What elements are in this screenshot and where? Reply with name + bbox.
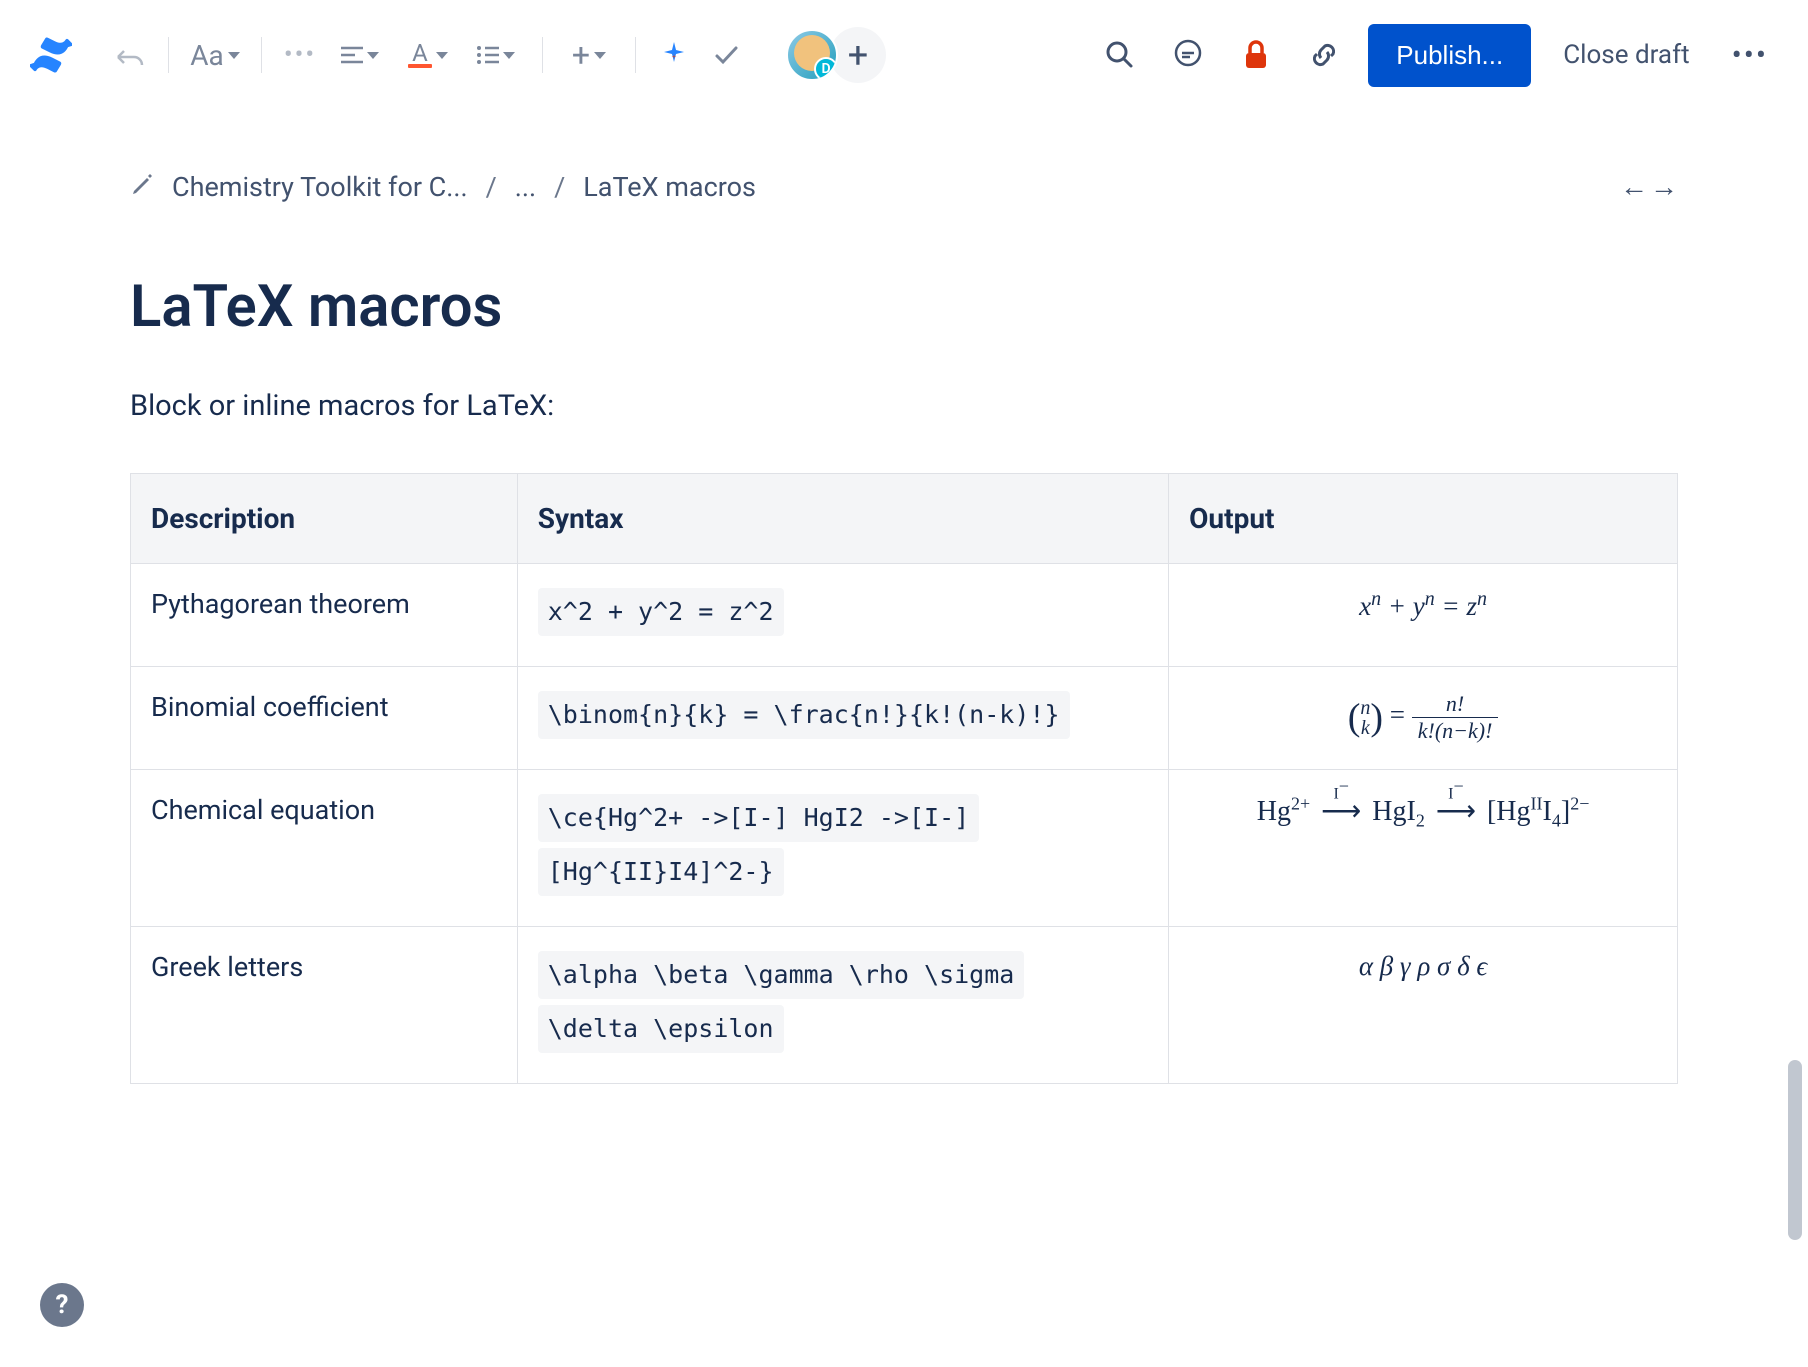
link-button[interactable] <box>1300 31 1348 79</box>
breadcrumb: Chemistry Toolkit for C... / ... / LaTeX… <box>130 170 1678 203</box>
page-title[interactable]: LaTeX macros <box>130 273 1678 341</box>
description-cell[interactable]: Pythagorean theorem <box>131 564 518 667</box>
text-color-dropdown[interactable]: A <box>398 33 458 77</box>
syntax-cell[interactable]: \binom{n}{k} = \frac{n!}{k!(n-k)!} <box>517 667 1168 770</box>
chevron-down-icon <box>436 52 448 59</box>
undo-button[interactable] <box>108 33 152 77</box>
insert-dropdown[interactable]: + <box>559 33 619 77</box>
description-cell[interactable]: Greek letters <box>131 927 518 1084</box>
comment-button[interactable] <box>1164 31 1212 79</box>
publish-button[interactable]: Publish... <box>1368 24 1531 87</box>
ai-sparkle-button[interactable] <box>652 33 696 77</box>
toolbar-divider <box>542 37 543 73</box>
text-style-dropdown[interactable]: Aa <box>185 33 245 77</box>
close-draft-button[interactable]: Close draft <box>1551 30 1701 80</box>
toolbar-divider <box>168 37 169 73</box>
search-button[interactable] <box>1096 31 1144 79</box>
add-collaborator-button[interactable]: + <box>830 27 886 83</box>
syntax-cell[interactable]: \alpha \beta \gamma \rho \sigma\delta \e… <box>517 927 1168 1084</box>
alignment-dropdown[interactable] <box>330 33 390 77</box>
syntax-cell[interactable]: x^2 + y^2 = z^2 <box>517 564 1168 667</box>
avatar-badge: D <box>814 57 838 81</box>
description-cell[interactable]: Chemical equation <box>131 770 518 927</box>
output-cell: (nk) = n!k!(n−k)! <box>1169 667 1678 770</box>
restrictions-button[interactable] <box>1232 31 1280 79</box>
confluence-logo[interactable] <box>30 34 72 76</box>
chevron-down-icon <box>594 52 606 59</box>
output-cell: Hg2+ I−⟶ HgI2 I−⟶ [HgIII4]2− <box>1169 770 1678 927</box>
more-formatting-button[interactable]: ••• <box>278 33 322 77</box>
table-row[interactable]: Greek letters\alpha \beta \gamma \rho \s… <box>131 927 1678 1084</box>
table-header-syntax: Syntax <box>517 474 1168 564</box>
toolbar-divider <box>261 37 262 73</box>
chevron-down-icon <box>367 52 379 59</box>
pencil-icon <box>130 173 154 201</box>
latex-macros-table[interactable]: Description Syntax Output Pythagorean th… <box>130 473 1678 1084</box>
breadcrumb-root[interactable]: Chemistry Toolkit for C... <box>172 171 468 203</box>
more-actions-button[interactable]: ••• <box>1722 38 1778 73</box>
table-row[interactable]: Chemical equation\ce{Hg^2+ ->[I-] HgI2 -… <box>131 770 1678 927</box>
syntax-cell[interactable]: \ce{Hg^2+ ->[I-] HgI2 ->[I-][Hg^{II}I4]^… <box>517 770 1168 927</box>
list-dropdown[interactable] <box>466 33 526 77</box>
intro-text[interactable]: Block or inline macros for LaTeX: <box>130 389 1678 423</box>
table-row[interactable]: Binomial coefficient\binom{n}{k} = \frac… <box>131 667 1678 770</box>
output-cell: xn + yn = zn <box>1169 564 1678 667</box>
table-header-output: Output <box>1169 474 1678 564</box>
help-button[interactable]: ? <box>40 1283 84 1327</box>
user-avatar[interactable]: D <box>786 29 838 81</box>
table-header-description: Description <box>131 474 518 564</box>
editor-toolbar: Aa ••• A + D <box>0 0 1808 110</box>
spellcheck-button[interactable] <box>704 33 748 77</box>
scrollbar-thumb[interactable] <box>1788 1060 1802 1240</box>
breadcrumb-current: LaTeX macros <box>583 171 756 203</box>
chevron-down-icon <box>503 52 515 59</box>
table-row[interactable]: Pythagorean theoremx^2 + y^2 = z^2xn + y… <box>131 564 1678 667</box>
breadcrumb-mid[interactable]: ... <box>515 171 536 203</box>
output-cell: α β γ ρ σ δ ϵ <box>1169 927 1678 1084</box>
toolbar-divider <box>635 37 636 73</box>
page-width-toggle[interactable]: ←→ <box>1620 170 1678 203</box>
description-cell[interactable]: Binomial coefficient <box>131 667 518 770</box>
chevron-down-icon <box>228 52 240 59</box>
